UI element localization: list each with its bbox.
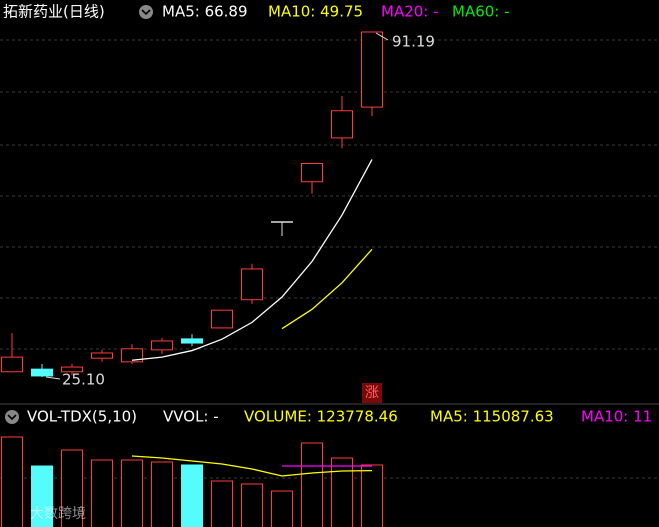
min-arrow [45,376,61,380]
legend-item: MA5: 115087.63 [430,408,554,426]
candle-body [211,309,233,329]
legend-item: MA10: 49.75 [268,3,363,21]
watermark: 大数跨境 [30,506,86,522]
candle-body [331,110,353,139]
volume-bar [31,465,53,527]
volume-bar [271,490,293,527]
ma-line [281,248,373,330]
volume-bar [241,483,263,527]
max-label: 91.19 [392,32,435,50]
legend-item: MA60: - [452,3,510,21]
candle-body [61,366,83,373]
volume-ma-line [131,455,373,477]
legend-item: MA10: 11 [581,408,652,426]
chart-title: 拓新药业(日线) [3,3,105,21]
volume-bar [331,457,353,527]
panel-title: VOL-TDX(5,10) [27,408,137,426]
candle-body [91,352,113,359]
candle-body [151,340,173,351]
min-label: 25.10 [62,370,105,388]
settings-icon[interactable] [5,410,19,424]
legend-item: VOLUME: 123778.46 [244,408,398,426]
legend-item: VVOL: - [163,408,219,426]
volume-bar [61,449,83,527]
candle-body [241,268,263,301]
candle-body [31,368,53,377]
candle-body [361,31,383,108]
candle-body [301,162,323,183]
limit-up-marker: 涨 [365,385,379,401]
candle-body [121,348,143,363]
volume-bar [121,459,143,527]
candle-body [181,338,203,344]
ma-line [131,159,373,361]
volume-bar [181,464,203,527]
legend-item: MA20: - [381,3,439,21]
volume-bar [91,459,113,527]
volume-bar [1,436,23,527]
max-arrow [375,32,389,41]
settings-icon[interactable] [139,5,153,19]
volume-bar [301,442,323,527]
volume-bar [361,464,383,527]
volume-bar [151,461,173,527]
legend-item: MA5: 66.89 [162,3,248,21]
limit-up-marker-box [362,383,382,403]
volume-bar [211,480,233,527]
candle-body [1,356,23,373]
